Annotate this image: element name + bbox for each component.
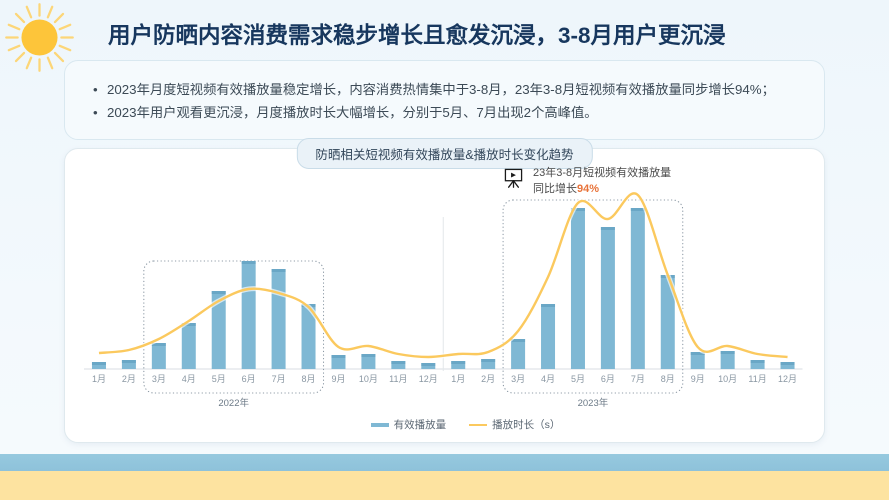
svg-text:9月: 9月 xyxy=(691,374,705,384)
svg-text:6月: 6月 xyxy=(601,374,615,384)
svg-text:11月: 11月 xyxy=(748,374,766,384)
svg-text:3月: 3月 xyxy=(152,374,166,384)
svg-text:4月: 4月 xyxy=(182,374,196,384)
svg-text:12月: 12月 xyxy=(419,374,438,384)
svg-text:2023年: 2023年 xyxy=(578,397,609,409)
svg-text:5月: 5月 xyxy=(571,374,585,384)
svg-text:8月: 8月 xyxy=(302,374,316,384)
svg-text:7月: 7月 xyxy=(272,374,286,384)
svg-text:9月: 9月 xyxy=(331,374,345,384)
svg-text:6月: 6月 xyxy=(242,374,256,384)
svg-text:2月: 2月 xyxy=(122,374,136,384)
svg-text:7月: 7月 xyxy=(631,374,645,384)
svg-text:2月: 2月 xyxy=(481,374,495,384)
svg-text:3月: 3月 xyxy=(511,374,525,384)
svg-text:12月: 12月 xyxy=(778,374,797,384)
svg-text:4月: 4月 xyxy=(541,374,555,384)
svg-text:1月: 1月 xyxy=(451,374,465,384)
svg-text:1月: 1月 xyxy=(92,374,106,384)
svg-text:5月: 5月 xyxy=(212,374,226,384)
svg-text:2022年: 2022年 xyxy=(218,397,249,409)
svg-text:11月: 11月 xyxy=(389,374,407,384)
svg-text:10月: 10月 xyxy=(718,374,737,384)
svg-text:10月: 10月 xyxy=(359,374,378,384)
svg-text:8月: 8月 xyxy=(661,374,675,384)
